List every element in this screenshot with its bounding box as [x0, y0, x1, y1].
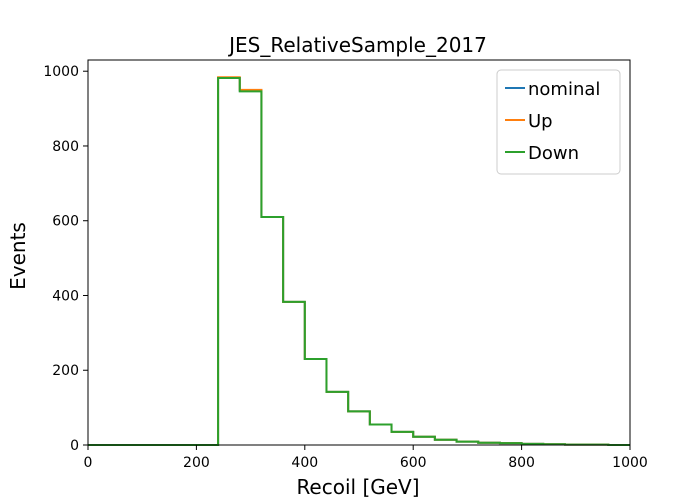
x-tick-label: 600: [400, 455, 427, 471]
legend: nominal Up Down: [496, 69, 621, 175]
y-tick-label: 400: [52, 288, 79, 304]
x-tick-label: 400: [291, 455, 318, 471]
legend-box: [496, 69, 621, 175]
y-tick-label: 200: [52, 363, 79, 379]
legend-label-nominal: nominal: [528, 79, 600, 100]
x-axis-label: Recoil [GeV]: [296, 475, 419, 499]
x-tick-label: 800: [508, 455, 535, 471]
y-axis-ticks: 0 200 400 600 800 1000: [43, 64, 88, 454]
x-tick-label: 0: [84, 455, 93, 471]
legend-label-down: Down: [528, 143, 579, 164]
x-tick-label: 200: [183, 455, 210, 471]
y-tick-label: 1000: [43, 64, 79, 80]
series-line-down: [88, 76, 630, 446]
y-tick-label: 0: [70, 438, 79, 454]
plot-area: [87, 59, 631, 446]
x-tick-label: 1000: [612, 455, 648, 471]
chart-title: JES_RelativeSample_2017: [227, 33, 487, 57]
y-axis-label: Events: [6, 222, 30, 290]
y-tick-label: 800: [52, 139, 79, 155]
x-axis-ticks: 0 200 400 600 800 1000: [84, 445, 648, 471]
y-tick-label: 600: [52, 214, 79, 230]
axes-frame: [87, 59, 631, 446]
legend-label-up: Up: [528, 111, 553, 132]
